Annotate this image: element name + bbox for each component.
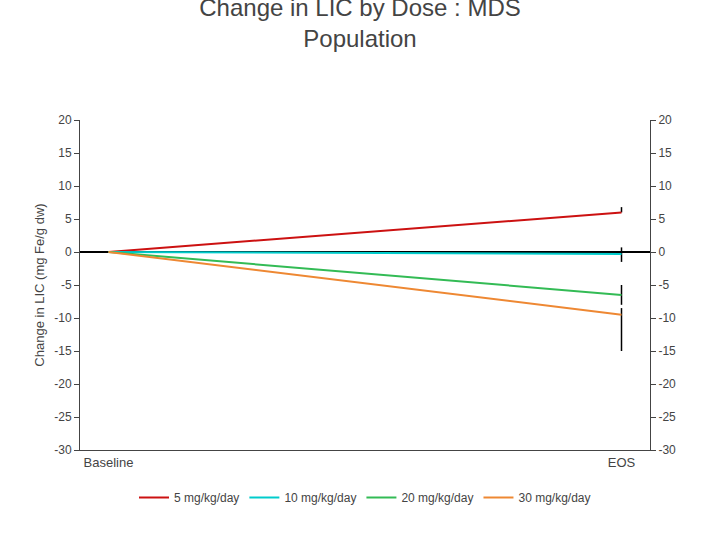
svg-text:-10: -10: [54, 311, 72, 325]
svg-text:-5: -5: [658, 278, 669, 292]
svg-text:10: 10: [658, 179, 672, 193]
svg-text:20 mg/kg/day: 20 mg/kg/day: [401, 491, 473, 505]
svg-text:5: 5: [658, 212, 665, 226]
svg-text:-5: -5: [61, 278, 72, 292]
svg-text:-30: -30: [658, 443, 676, 457]
svg-text:-25: -25: [54, 410, 72, 424]
svg-text:Change in LIC by Dose : MDSPop: Change in LIC by Dose : MDSPopulation: [199, 0, 520, 52]
svg-text:5 mg/kg/day: 5 mg/kg/day: [174, 491, 239, 505]
svg-text:-15: -15: [658, 344, 676, 358]
svg-text:-20: -20: [658, 377, 676, 391]
svg-text:0: 0: [65, 245, 72, 259]
svg-text:30 mg/kg/day: 30 mg/kg/day: [518, 491, 590, 505]
svg-text:-30: -30: [54, 443, 72, 457]
svg-text:10 mg/kg/day: 10 mg/kg/day: [284, 491, 356, 505]
svg-text:15: 15: [658, 146, 672, 160]
svg-text:20: 20: [58, 113, 72, 127]
svg-text:-25: -25: [658, 410, 676, 424]
svg-text:-10: -10: [658, 311, 676, 325]
svg-text:10: 10: [58, 179, 72, 193]
svg-text:Change in LIC (mg Fe/g dw): Change in LIC (mg Fe/g dw): [32, 203, 47, 366]
svg-text:EOS: EOS: [608, 455, 636, 470]
svg-text:Baseline: Baseline: [84, 455, 134, 470]
svg-text:15: 15: [58, 146, 72, 160]
svg-text:0: 0: [658, 245, 665, 259]
svg-text:20: 20: [658, 113, 672, 127]
svg-text:-15: -15: [54, 344, 72, 358]
svg-text:5: 5: [65, 212, 72, 226]
svg-text:-20: -20: [54, 377, 72, 391]
